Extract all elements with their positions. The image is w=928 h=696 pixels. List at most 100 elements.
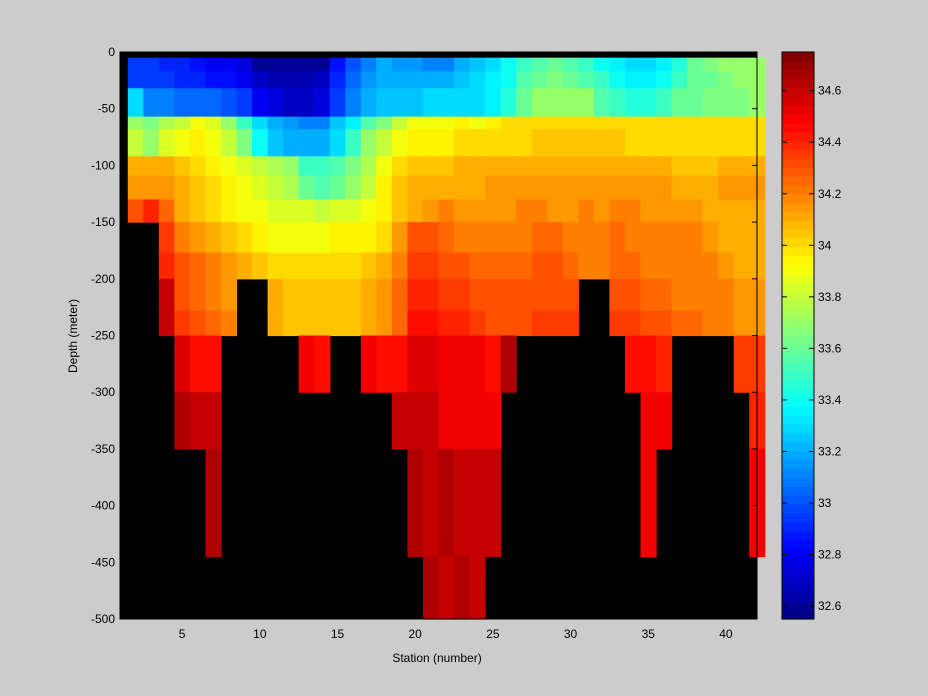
colorbar-swatch (782, 379, 814, 390)
heatmap-cell (640, 310, 657, 337)
heatmap-cell (236, 116, 253, 130)
heatmap-cell (687, 222, 704, 254)
heatmap-cell (593, 175, 611, 201)
heatmap-cell (671, 310, 688, 337)
heatmap-cell (127, 71, 144, 89)
heatmap-cell (454, 488, 471, 507)
heatmap-cell (609, 252, 626, 280)
heatmap-cell (609, 199, 626, 223)
heatmap-cell (531, 222, 548, 254)
heatmap-cell (205, 71, 222, 89)
heatmap-cell (345, 199, 362, 223)
heatmap-cell (174, 116, 191, 130)
heatmap-cell (298, 116, 315, 130)
heatmap-cell (205, 310, 222, 337)
colorbar-swatch (782, 548, 814, 558)
heatmap-cell (407, 199, 424, 223)
heatmap-cell (345, 88, 362, 118)
colorbar-swatch (782, 60, 814, 71)
heatmap-cell (407, 310, 424, 337)
y-tick-label: -300 (91, 385, 115, 399)
heatmap-cell (143, 116, 160, 130)
x-tick-label: 10 (253, 627, 267, 641)
colorbar-swatch (782, 556, 814, 567)
heatmap-cell (438, 310, 455, 337)
colorbar-swatch (782, 477, 814, 487)
heatmap-cell (500, 88, 517, 118)
heatmap-cell (189, 222, 207, 254)
heatmap-cell (640, 116, 657, 130)
heatmap-cell (143, 57, 160, 72)
colorbar-swatch (782, 122, 814, 133)
heatmap-cell (376, 175, 393, 201)
heatmap-cell (158, 156, 175, 177)
heatmap-cell (454, 392, 471, 433)
heatmap-cell (671, 88, 688, 118)
heatmap-cell (500, 156, 517, 177)
heatmap-cell (733, 222, 750, 254)
heatmap-cell (733, 88, 750, 118)
heatmap-cell (158, 310, 175, 337)
colorbar-swatch (782, 503, 814, 514)
heatmap-cell (376, 88, 393, 118)
x-tick-label: 5 (179, 627, 186, 641)
heatmap-cell (578, 222, 595, 254)
heatmap-cell (252, 57, 269, 72)
heatmap-cell (671, 156, 688, 177)
heatmap-cell (718, 252, 735, 280)
heatmap-cell (454, 601, 471, 620)
heatmap-cell (516, 129, 533, 157)
heatmap-cell (609, 310, 626, 337)
heatmap-cell (547, 278, 564, 312)
heatmap-cell (702, 129, 719, 157)
y-tick-label: 0 (108, 45, 115, 59)
heatmap-cell (376, 156, 393, 177)
colorbar-swatch (782, 450, 814, 461)
heatmap-cell (422, 199, 440, 223)
heatmap-cell (640, 57, 657, 72)
heatmap-cell (422, 71, 440, 89)
heatmap-cell (469, 88, 486, 118)
heatmap-cell (158, 175, 175, 201)
heatmap-cell (391, 392, 409, 433)
heatmap-cell (205, 129, 222, 157)
heatmap-cell (671, 222, 688, 254)
heatmap-cell (609, 222, 626, 254)
y-tick-label: -200 (91, 272, 115, 286)
heatmap-cell (360, 129, 377, 157)
heatmap-cell (718, 116, 735, 130)
heatmap-cell (376, 199, 393, 223)
heatmap-cell (438, 375, 455, 393)
heatmap-cell (469, 71, 486, 89)
heatmap-cell (422, 335, 440, 376)
heatmap-cell (438, 252, 455, 280)
heatmap-cell (718, 156, 735, 177)
heatmap-cell (422, 556, 440, 575)
heatmap-cell (733, 156, 750, 177)
heatmap-cell (687, 88, 704, 118)
heatmap-cell (236, 222, 253, 254)
heatmap-cell (593, 88, 611, 118)
heatmap-cell (718, 278, 735, 312)
colorbar-tick-label: 33 (818, 496, 832, 510)
heatmap-cell (687, 252, 704, 280)
heatmap-cell (189, 88, 207, 118)
colorbar-swatch (782, 574, 814, 585)
heatmap-cell (220, 116, 238, 130)
heatmap-cell (469, 116, 486, 130)
heatmap-cell (531, 116, 548, 130)
colorbar-swatch (782, 335, 814, 345)
heatmap-cell (205, 431, 222, 450)
x-tick-label: 25 (486, 627, 500, 641)
heatmap-cell (314, 71, 331, 89)
heatmap-cell (485, 375, 502, 393)
colorbar-swatch (782, 388, 814, 399)
heatmap-cell (438, 175, 455, 201)
heatmap-cell (143, 129, 160, 157)
heatmap-cell (329, 71, 346, 89)
heatmap-cell (407, 505, 424, 558)
heatmap-cell (345, 175, 362, 201)
heatmap-cell (671, 57, 688, 72)
heatmap-cell (469, 310, 486, 337)
heatmap-cell (671, 116, 688, 130)
